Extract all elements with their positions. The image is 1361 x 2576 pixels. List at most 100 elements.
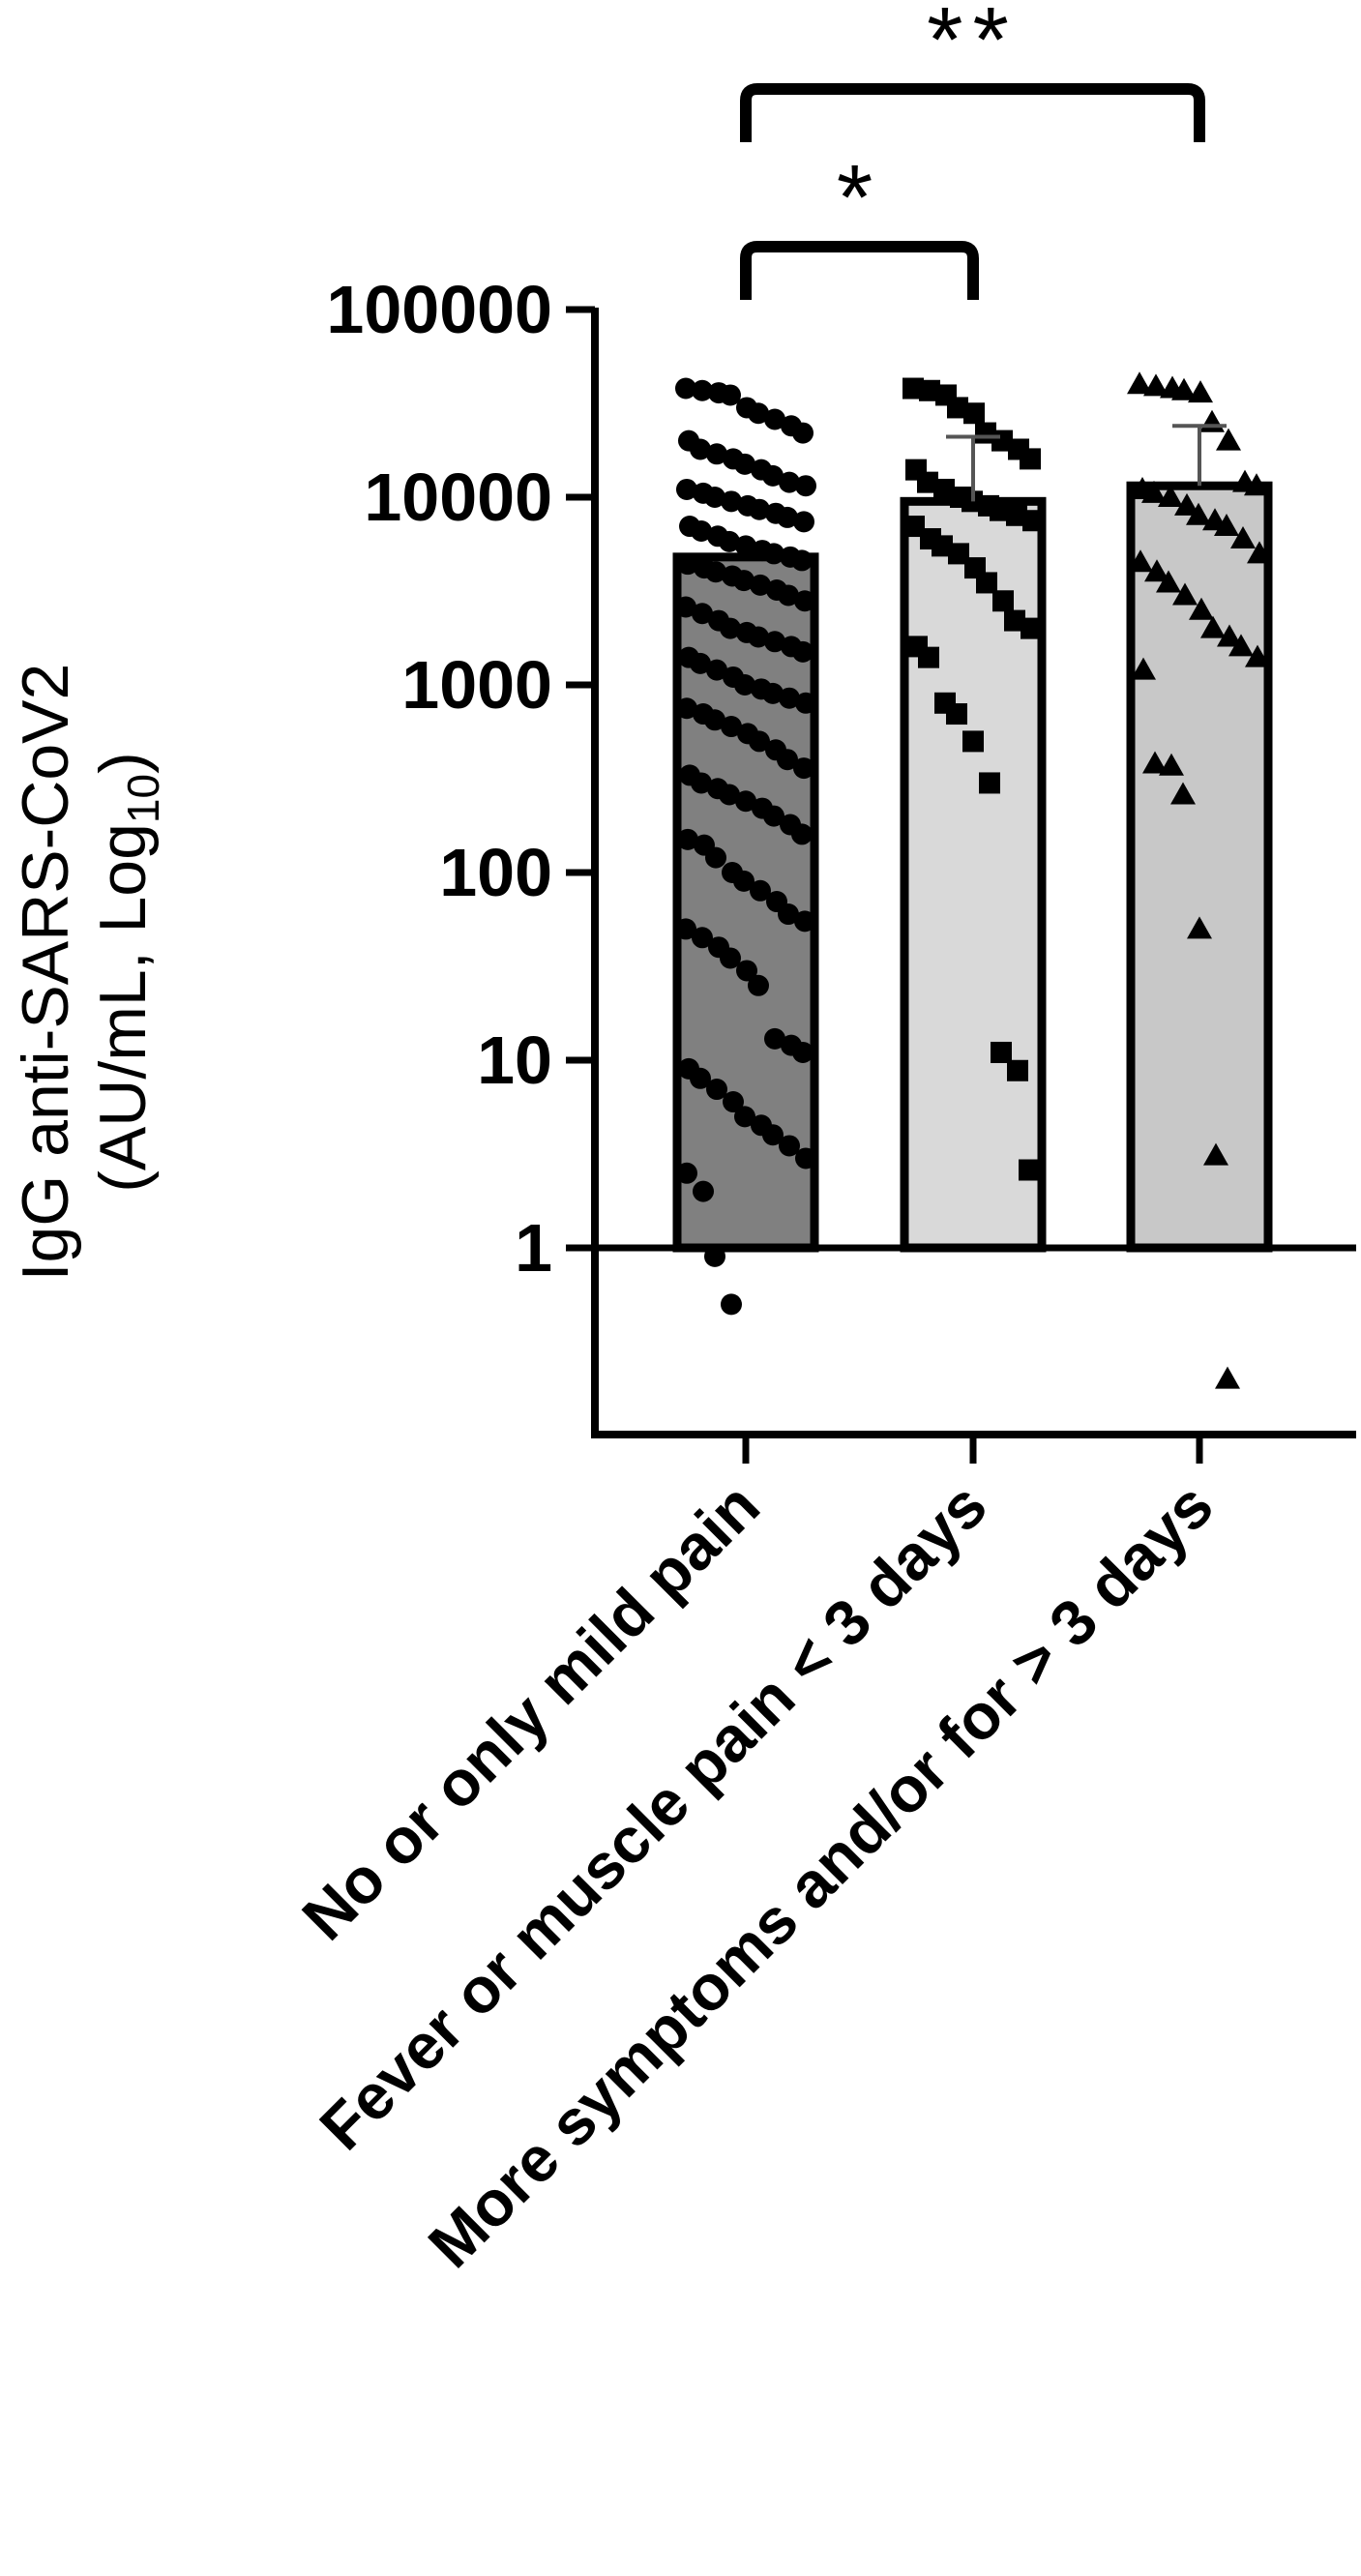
y-tick-label: 100: [439, 835, 552, 910]
significance-label: **: [927, 0, 1019, 92]
point-square: [902, 377, 924, 400]
point-circle: [676, 697, 697, 720]
point-circle: [762, 682, 784, 704]
point-circle: [676, 478, 697, 500]
point-circle: [677, 828, 698, 850]
point-square: [1019, 1159, 1040, 1181]
points-layer: [675, 371, 1272, 1389]
point-triangle: [1188, 380, 1213, 403]
point-triangle: [1217, 624, 1242, 647]
point-square: [903, 516, 925, 538]
point-circle: [763, 543, 784, 565]
y-tick-label: 10: [477, 1022, 552, 1098]
point-circle: [778, 584, 799, 607]
point-triangle: [1128, 549, 1153, 573]
point-circle: [792, 422, 814, 444]
point-circle: [723, 1091, 744, 1113]
point-square: [1004, 609, 1025, 632]
point-triangle: [1170, 782, 1196, 805]
point-square: [946, 703, 967, 725]
annotations-layer: ***: [740, 0, 1205, 300]
point-triangle: [1141, 480, 1167, 503]
point-circle: [749, 498, 770, 520]
point-circle: [778, 903, 799, 926]
point-circle: [795, 1147, 816, 1170]
point-circle: [762, 1124, 784, 1146]
point-circle: [795, 692, 816, 714]
point-circle: [675, 596, 696, 618]
point-circle: [706, 1079, 727, 1101]
point-square: [917, 471, 938, 493]
y-axis-label-units: (AU/mL, Log10): [86, 752, 168, 1193]
point-circle: [794, 590, 815, 612]
y-tick-label: 1: [515, 1210, 552, 1286]
point-square: [933, 478, 955, 500]
significance-bracket: [740, 241, 979, 300]
point-circle: [691, 520, 712, 543]
point-triangle: [1228, 634, 1254, 657]
point-circle: [692, 603, 713, 625]
point-circle: [779, 471, 800, 493]
point-circle: [736, 960, 757, 982]
point-square: [976, 572, 997, 594]
y-tick-label: 1000: [401, 647, 552, 723]
point-triangle: [1245, 644, 1270, 667]
y-axis-label: IgG anti-SARS-CoV2: [9, 664, 82, 1282]
point-circle: [720, 384, 741, 406]
y-tick-label: 100000: [326, 272, 552, 347]
point-circle: [777, 506, 798, 528]
point-square: [991, 1041, 1012, 1063]
point-triangle: [1127, 371, 1152, 395]
point-circle: [719, 530, 740, 552]
y-axis-units-prefix: (AU/mL, Log: [86, 823, 160, 1193]
point-circle: [779, 1135, 800, 1157]
point-square: [932, 535, 953, 557]
point-circle: [705, 846, 726, 869]
point-circle: [690, 652, 711, 674]
point-circle: [719, 784, 740, 806]
point-square: [962, 490, 983, 513]
point-circle: [748, 402, 769, 425]
point-circle: [677, 553, 698, 576]
point-triangle: [1244, 473, 1269, 496]
point-circle: [704, 487, 725, 508]
point-circle: [734, 1106, 755, 1128]
point-circle: [750, 574, 771, 596]
point-triangle: [1214, 514, 1239, 537]
point-square: [962, 730, 984, 753]
x-category-label: More symptoms and/or for > 3 days: [414, 1469, 1226, 2281]
point-circle: [733, 870, 754, 892]
y-tick-label: 10000: [364, 459, 552, 535]
point-square: [1006, 504, 1027, 526]
point-square: [992, 590, 1014, 612]
point-circle: [750, 879, 771, 902]
point-triangle: [1216, 428, 1241, 451]
significance-label: *: [837, 146, 882, 250]
point-circle: [764, 408, 785, 430]
point-square: [1020, 448, 1041, 470]
point-circle: [705, 561, 726, 583]
point-circle: [692, 927, 713, 949]
point-circle: [764, 631, 785, 653]
bar-3: [1126, 481, 1273, 1253]
point-circle: [706, 659, 727, 681]
point-circle: [675, 377, 696, 400]
point-square: [918, 646, 939, 668]
point-circle: [792, 640, 814, 663]
point-square: [1022, 510, 1044, 532]
point-triangle: [1158, 485, 1183, 507]
point-square: [990, 499, 1011, 521]
point-circle: [690, 1067, 711, 1089]
point-circle: [734, 453, 755, 475]
point-circle: [748, 626, 769, 648]
point-circle: [734, 674, 755, 696]
point-triangle: [1174, 492, 1199, 516]
point-circle: [720, 947, 741, 969]
point-square: [948, 543, 969, 565]
point-circle: [706, 443, 727, 465]
point-square: [919, 379, 940, 401]
point-square: [963, 402, 985, 425]
point-circle: [779, 687, 800, 709]
